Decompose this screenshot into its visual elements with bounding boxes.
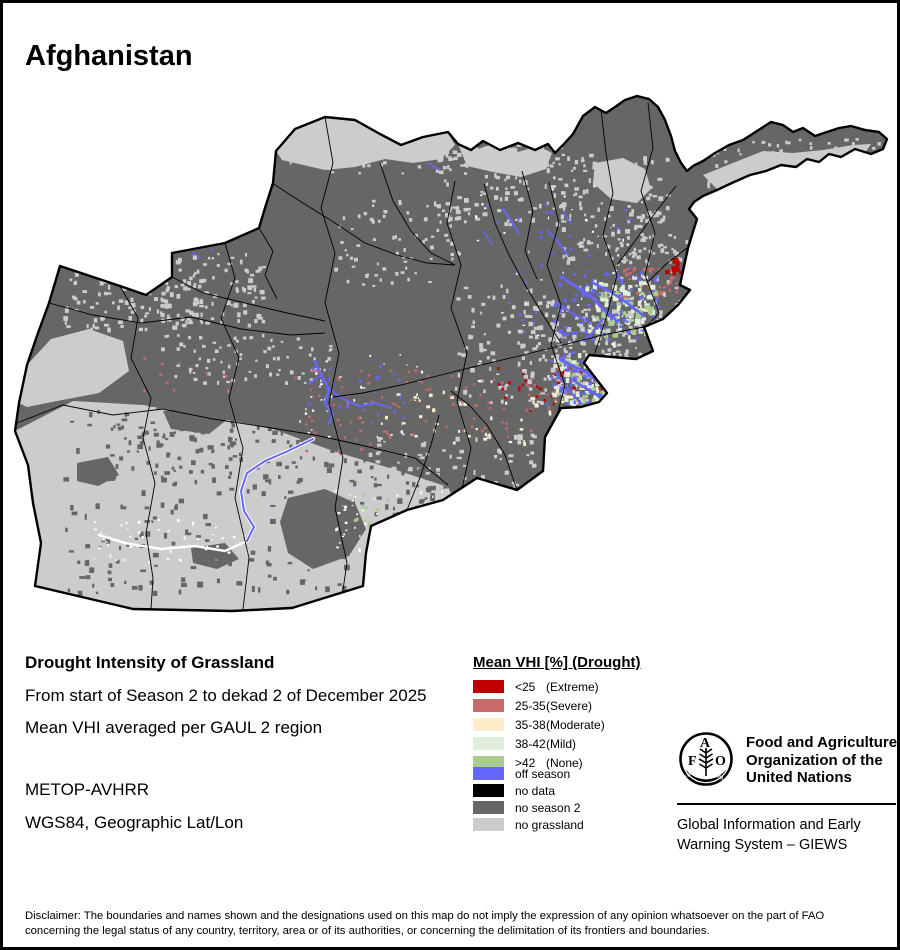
fao-org-line: Food and Agriculture — [746, 734, 898, 751]
legend-qualifier: (Extreme) — [546, 679, 599, 694]
legend-row-extreme: <25 (Extreme) — [473, 677, 673, 696]
fao-org-name: Food and Agriculture Organization of the… — [746, 729, 897, 787]
swatch-no-grassland — [473, 818, 504, 831]
legend-title: Mean VHI [%] (Drought) — [473, 654, 641, 671]
fao-divider — [677, 803, 896, 805]
legend-row-mild: 38-42 (Mild) — [473, 734, 673, 753]
disclaimer-line: Disclaimer: The boundaries and names sho… — [25, 910, 825, 922]
legend-row-none: >42 (None) — [473, 753, 673, 772]
legend-row-moderate: 35-38 (Moderate) — [473, 715, 673, 734]
fao-org-line: Organization of the — [746, 751, 883, 769]
legend-qualifier: (Severe) — [546, 698, 593, 713]
legend-value: >42 — [515, 755, 536, 770]
legend-label: no data — [515, 783, 556, 798]
legend-row-severe: 25-35 (Severe) — [473, 696, 673, 715]
legend-other-classes: off season no data no season 2 no grassl… — [473, 765, 673, 833]
legend-label: no grassland — [515, 817, 584, 832]
legend-row-off-season: off season — [473, 765, 673, 782]
map-period: From start of Season 2 to dekad 2 of Dec… — [25, 686, 427, 705]
projection-label: WGS84, Geographic Lat/Lon — [25, 813, 244, 832]
disclaimer-line: concerning the legal status of any count… — [25, 925, 710, 937]
swatch-none — [473, 756, 504, 769]
fao-org-line: United Nations — [746, 769, 852, 786]
legend-row-no-season2: no season 2 — [473, 799, 673, 816]
swatch-no-season2 — [473, 801, 504, 814]
legend-value: 38-42 — [515, 736, 546, 751]
fao-block: F A O FIAT PANIS Food and Agriculture Or… — [677, 729, 897, 855]
swatch-moderate — [473, 718, 504, 731]
map-method: Mean VHI averaged per GAUL 2 region — [25, 718, 323, 737]
map-subtitle-main: Drought Intensity of Grassland — [25, 653, 275, 672]
svg-text:O: O — [715, 754, 726, 769]
disclaimer-text: Disclaimer: The boundaries and names sho… — [25, 909, 881, 939]
country-title: Afghanistan — [25, 40, 193, 73]
legend-value: 35-38 — [515, 717, 546, 732]
map-subtitle: Drought Intensity of Grassland From star… — [25, 653, 427, 738]
legend-qualifier: (Mild) — [546, 736, 576, 751]
legend-drought-classes: Mean VHI [%] (Drought) <25 (Extreme) 25-… — [473, 654, 673, 772]
giews-line: Global Information and Early — [677, 817, 861, 833]
legend-qualifier: (Moderate) — [546, 717, 605, 732]
svg-text:A: A — [700, 736, 711, 751]
swatch-extreme — [473, 680, 504, 693]
map-source: METOP-AVHRR WGS84, Geographic Lat/Lon — [25, 780, 243, 833]
giews-line: Warning System – GIEWS — [677, 837, 848, 853]
legend-label: off season — [515, 766, 571, 781]
svg-text:F: F — [688, 754, 697, 769]
legend-label: no season 2 — [515, 800, 581, 815]
legend-value: <25 — [515, 679, 536, 694]
giews-label: Global Information and Early Warning Sys… — [677, 815, 897, 855]
legend-row-no-grassland: no grassland — [473, 816, 673, 833]
sensor-label: METOP-AVHRR — [25, 780, 150, 799]
legend-value: 25-35 — [515, 698, 546, 713]
afghanistan-drought-map — [13, 94, 889, 613]
fao-logo-icon: F A O FIAT PANIS — [679, 732, 733, 787]
swatch-no-data — [473, 784, 504, 797]
swatch-off-season — [473, 767, 504, 780]
swatch-mild — [473, 737, 504, 750]
legend-qualifier: (None) — [546, 755, 583, 770]
swatch-severe — [473, 699, 504, 712]
legend-row-no-data: no data — [473, 782, 673, 799]
